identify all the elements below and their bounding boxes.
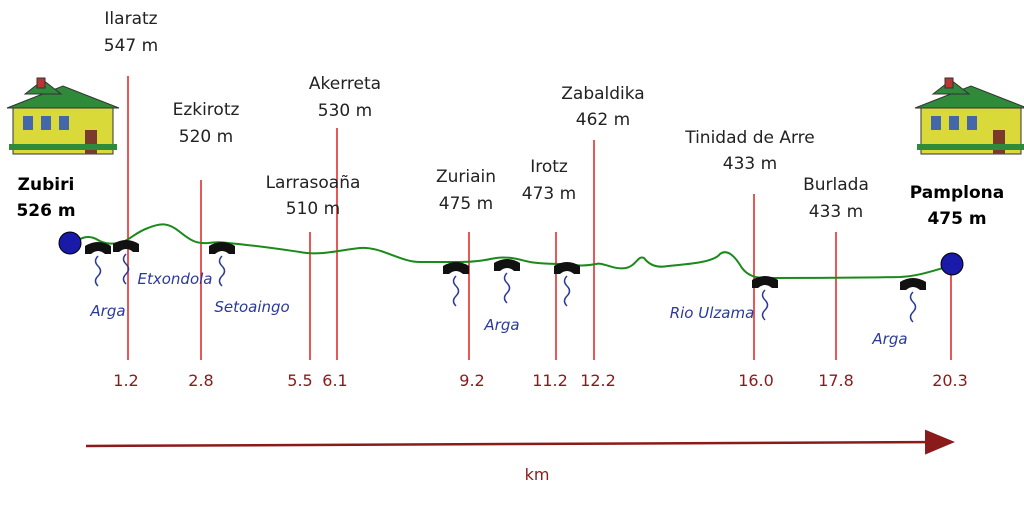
start-name: Zubiri xyxy=(18,175,75,195)
axis-label: km xyxy=(525,465,550,484)
stop-elevation: 473 m xyxy=(522,184,576,204)
stop-name: Zuriain xyxy=(436,167,496,187)
stop-name: Ezkirotz xyxy=(173,100,240,120)
bridge-icon xyxy=(900,278,926,323)
km-label: 16.0 xyxy=(738,371,774,390)
km-label: 2.8 xyxy=(188,371,213,390)
stop-name: Burlada xyxy=(803,175,869,195)
start-elevation: 526 m xyxy=(16,201,75,221)
river-label: Arga xyxy=(871,330,907,348)
stop-elevation: 433 m xyxy=(723,154,777,174)
end-point-dot xyxy=(940,252,964,276)
km-label: 9.2 xyxy=(459,371,484,390)
stop-elevation: 510 m xyxy=(286,199,340,219)
river-label: Rio Ulzama xyxy=(670,304,755,322)
stop-name: Tinidad de Arre xyxy=(684,128,815,148)
stop-elevation: 520 m xyxy=(179,127,233,147)
river-label: Arga xyxy=(483,316,519,334)
house-icon-start xyxy=(6,77,120,155)
stop-name: Ilaratz xyxy=(104,9,157,29)
stop-elevation: 547 m xyxy=(104,36,158,56)
bridge-icon xyxy=(554,262,580,307)
km-label: 17.8 xyxy=(818,371,854,390)
stop-elevation: 462 m xyxy=(576,110,630,130)
bridge-icon xyxy=(494,259,520,304)
start-point-dot xyxy=(58,231,82,255)
stop-name: Zabaldika xyxy=(561,84,644,104)
stop-elevation: 530 m xyxy=(318,101,372,121)
end-elevation: 475 m xyxy=(927,209,986,229)
stop-elevation: 433 m xyxy=(809,202,863,222)
river-label: Arga xyxy=(89,302,125,320)
km-label: 11.2 xyxy=(532,371,568,390)
bridge-icon xyxy=(209,242,235,287)
bridge-icon xyxy=(113,240,139,285)
river-label: Setoaingo xyxy=(214,298,289,316)
bridge-icon xyxy=(85,242,111,287)
bridge-icon xyxy=(752,276,778,321)
bridge-icon xyxy=(443,262,469,307)
stop-name: Irotz xyxy=(530,157,568,177)
route-profile-line xyxy=(71,223,951,280)
distance-axis-arrow xyxy=(85,429,955,455)
end-name: Pamplona xyxy=(910,183,1004,203)
stop-name: Akerreta xyxy=(309,74,381,94)
km-label: 12.2 xyxy=(580,371,616,390)
house-icon-end xyxy=(914,77,1024,155)
stop-elevation: 475 m xyxy=(439,194,493,214)
stop-name: Larrasoaña xyxy=(266,173,361,193)
km-label: 6.1 xyxy=(322,371,347,390)
river-label: Etxondola xyxy=(138,270,213,288)
km-label: 20.3 xyxy=(932,371,968,390)
km-label: 5.5 xyxy=(287,371,312,390)
km-label: 1.2 xyxy=(113,371,138,390)
